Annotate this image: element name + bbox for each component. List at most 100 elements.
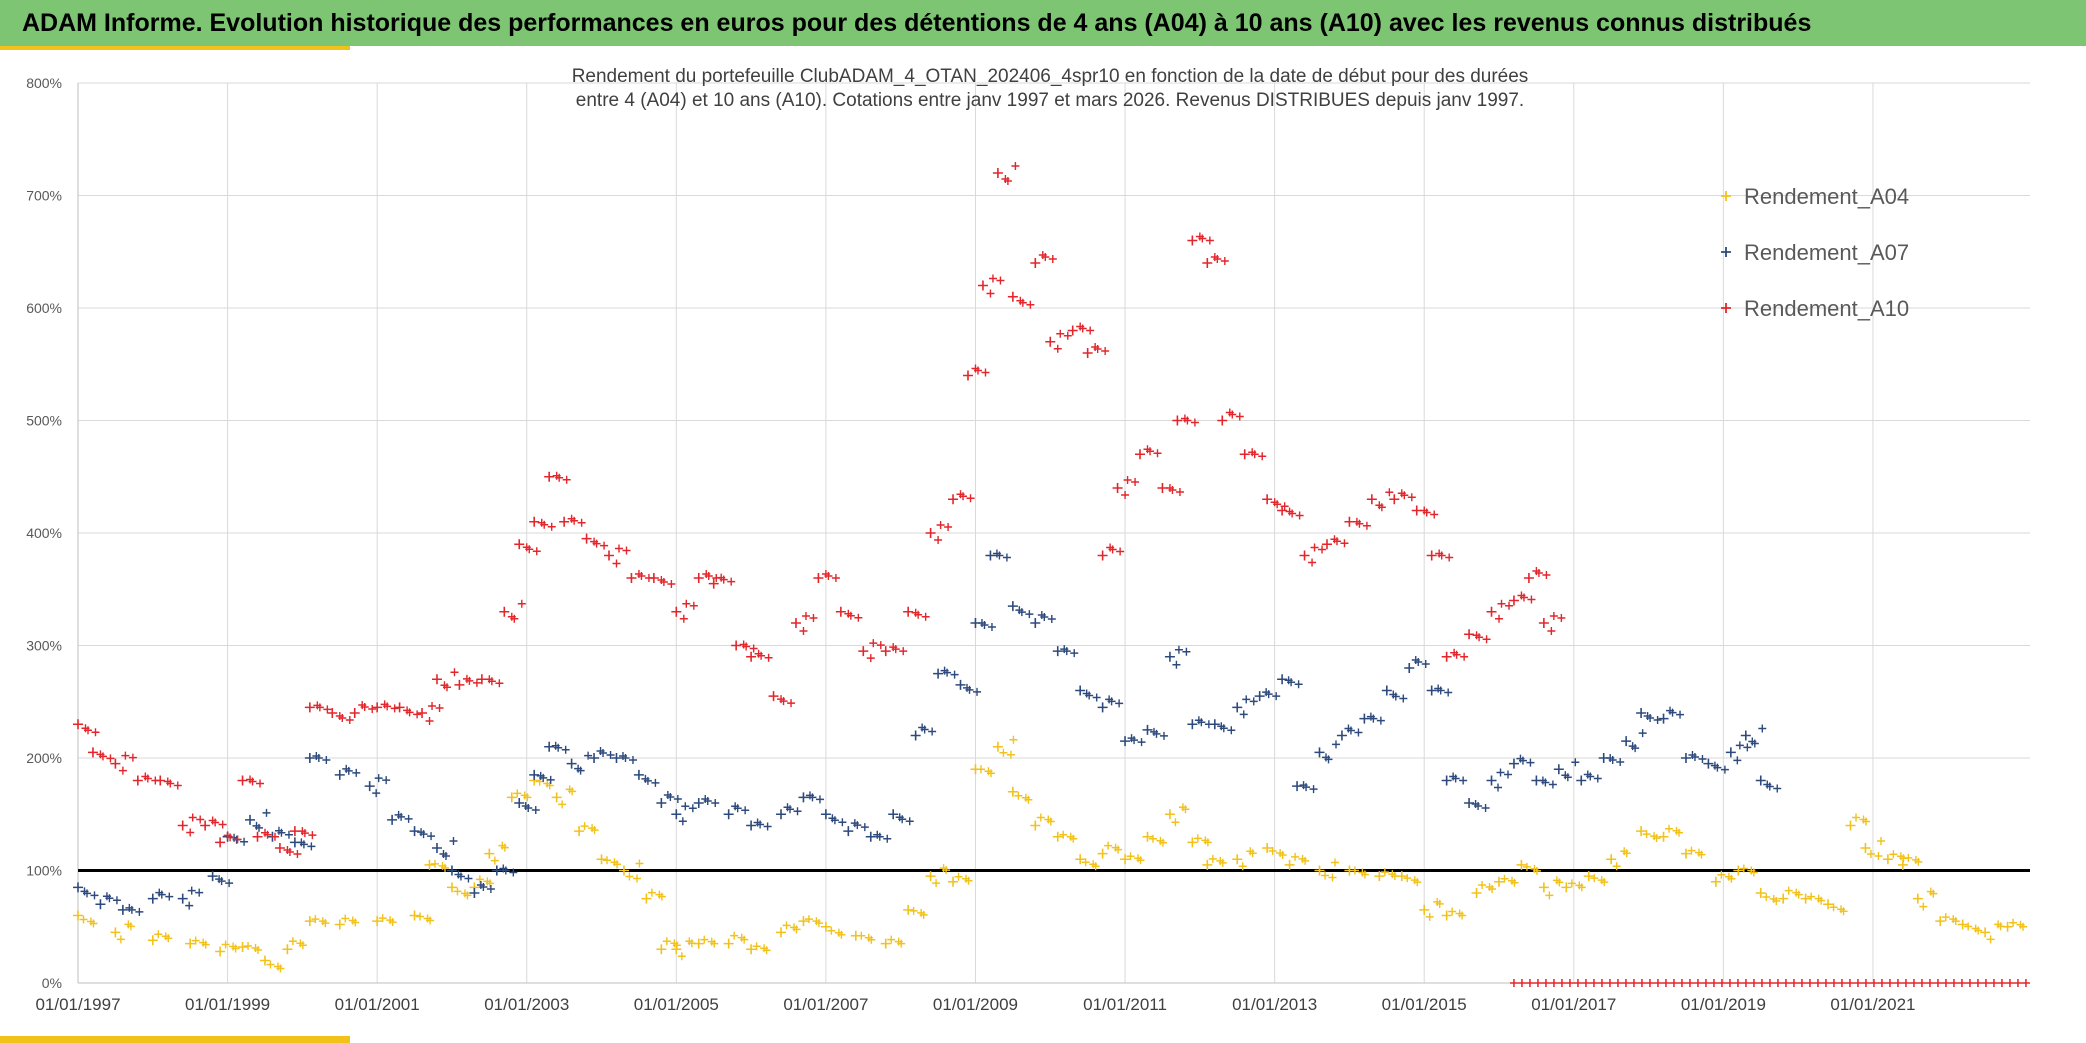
data-point (514, 539, 525, 550)
data-point (1426, 550, 1437, 561)
data-point-jitter (1478, 881, 1487, 889)
zero-marker (1829, 979, 1838, 987)
data-point-jitter (248, 777, 257, 786)
data-point-jitter (959, 492, 968, 501)
data-point-jitter (613, 860, 622, 869)
data-point (1755, 888, 1766, 898)
data-point (1075, 685, 1086, 696)
data-point-jitter (787, 699, 796, 708)
data-point (1232, 854, 1243, 865)
data-point-jitter (1272, 692, 1281, 701)
data-point (1823, 899, 1834, 910)
data-point-jitter (657, 892, 666, 901)
data-point-jitter (625, 872, 634, 881)
data-point (304, 753, 315, 763)
data-point-jitter (1474, 802, 1483, 810)
x-tick-label: 01/01/2015 (1382, 995, 1467, 1014)
zero-marker (1765, 979, 1774, 987)
data-point (544, 471, 555, 482)
data-point (1606, 854, 1617, 865)
data-point (1292, 781, 1303, 792)
data-point-jitter (1451, 774, 1460, 783)
data-point-jitter (897, 939, 906, 948)
data-point-jitter (1482, 635, 1491, 644)
data-point (992, 741, 1003, 752)
zero-marker (1645, 979, 1654, 987)
data-point (626, 573, 637, 583)
data-point-jitter (1665, 824, 1674, 833)
data-point (746, 944, 757, 955)
data-point-jitter (1328, 873, 1337, 882)
data-point (1411, 505, 1422, 516)
data-point-jitter (1481, 804, 1490, 812)
data-point-jitter (226, 833, 235, 842)
data-point-jitter (1563, 773, 1572, 782)
data-point-jitter (710, 939, 719, 948)
data-point (1007, 601, 1018, 612)
data-point-jitter (427, 832, 436, 841)
data-point (1464, 798, 1475, 808)
data-point-jitter (1758, 724, 1767, 733)
data-point (1217, 415, 1228, 426)
data-point (768, 691, 779, 702)
data-point (1007, 291, 1018, 302)
data-point-jitter (1964, 922, 1973, 931)
data-point-jitter (921, 612, 930, 621)
data-point-jitter (677, 952, 686, 961)
data-point (446, 882, 457, 893)
data-point-jitter (1773, 784, 1782, 793)
data-point-jitter (749, 644, 758, 653)
data-point-jitter (453, 887, 462, 896)
data-point-jitter (1504, 770, 1513, 779)
data-point-jitter (919, 910, 928, 919)
data-point (1142, 724, 1153, 735)
data-point-jitter (1294, 680, 1303, 689)
data-point (641, 893, 652, 904)
data-point-jitter (1108, 545, 1117, 554)
x-tick-label: 01/01/2009 (933, 995, 1018, 1014)
zero-marker (1749, 979, 1758, 987)
data-point-jitter (730, 931, 739, 940)
data-point-jitter (838, 818, 847, 827)
data-point-jitter (681, 802, 690, 811)
data-point (431, 843, 442, 853)
data-point (1404, 663, 1415, 673)
data-point-jitter (1567, 879, 1576, 888)
data-point (746, 820, 757, 831)
data-point-jitter (704, 572, 713, 580)
data-point-jitter (558, 800, 567, 809)
data-point (73, 910, 83, 921)
data-point (1299, 550, 1310, 561)
data-point (1321, 539, 1332, 550)
data-point (1912, 893, 1923, 904)
y-axis-ticks: 0% 100% 200% 300% 400% 500% 600% 700% 800% (26, 75, 62, 991)
data-point-jitter (954, 872, 963, 881)
zero-marker (1541, 979, 1550, 987)
data-point-jitter (1152, 729, 1161, 738)
zero-marker (2013, 979, 2022, 987)
data-point (1882, 854, 1893, 865)
zero-marker (1885, 979, 1894, 987)
data-point-jitter (307, 842, 316, 851)
data-point-jitter (853, 821, 862, 830)
data-point (529, 516, 540, 527)
data-point-jitter (1092, 693, 1101, 702)
data-point-jitter (517, 599, 526, 608)
data-point-jitter (1430, 510, 1439, 519)
data-point (506, 792, 517, 803)
data-point-jitter (1807, 892, 1816, 901)
data-point-jitter (1040, 613, 1049, 621)
data-point-jitter (1220, 257, 1229, 265)
data-point (446, 865, 457, 876)
data-point-jitter (1331, 858, 1339, 867)
data-point-jitter (1148, 834, 1157, 843)
data-point (1441, 910, 1452, 921)
data-point-jitter (1175, 488, 1184, 496)
data-point-jitter (383, 702, 392, 711)
zero-marker (1589, 979, 1598, 987)
zero-marker (1725, 979, 1734, 987)
data-point-jitter (1159, 731, 1168, 740)
data-point-jitter (1391, 692, 1400, 701)
data-point-jitter (284, 830, 293, 839)
data-point-jitter (338, 714, 347, 722)
